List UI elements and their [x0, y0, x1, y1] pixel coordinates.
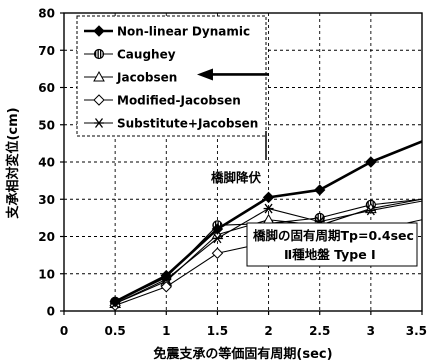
x-tick-label: 0: [60, 324, 68, 338]
legend-label: Caughey: [117, 48, 176, 62]
data-point: [365, 156, 377, 168]
x-tick-label: 0.5: [105, 324, 126, 338]
data-point: [262, 191, 275, 204]
x-tick-label: 2: [264, 324, 272, 338]
x-tick-label: 3: [367, 324, 375, 338]
info-box: 橋脚の固有周期Tp=0.4sec Ⅱ種地盤 Type Ⅰ: [246, 222, 418, 267]
y-tick-label: 80: [38, 7, 55, 21]
legend-marker: [93, 94, 105, 106]
legend-marker: [94, 118, 104, 128]
legend-entry: Modified-Jacobsen: [84, 94, 241, 108]
data-point: [365, 205, 376, 216]
y-tick-label: 10: [38, 267, 55, 281]
data-point: [211, 247, 224, 259]
legend-entry: Substitute+Jacobsen: [84, 117, 258, 131]
legend-marker: [93, 25, 105, 37]
y-tick-label: 60: [38, 81, 55, 95]
y-tick-label: 0: [47, 305, 55, 319]
legend-box: [76, 15, 267, 137]
data-point: [211, 223, 224, 235]
legend-label: Jacobsen: [116, 71, 177, 85]
x-tick-label: 2.5: [309, 324, 330, 338]
legend-label: Non-linear Dynamic: [117, 25, 250, 39]
legend-label: Modified-Jacobsen: [117, 94, 241, 108]
legend-entry: Jacobsen: [84, 71, 177, 85]
info-line-2: Ⅱ種地盤 Type Ⅰ: [284, 247, 376, 262]
y-tick-label: 40: [38, 156, 55, 170]
x-tick-label: 1: [162, 324, 170, 338]
y-tick-label: 70: [38, 44, 55, 58]
y-axis-label: 支承相対変位(cm): [5, 107, 21, 219]
y-tick-label: 20: [38, 230, 55, 244]
legend-marker: [93, 70, 105, 82]
x-tick-label: 1.5: [207, 324, 228, 338]
legend-entry: Caughey: [84, 48, 176, 62]
x-axis-label: 免震支承の等価固有周期(sec): [153, 346, 332, 362]
series-1: [109, 140, 422, 308]
info-box-frame: [246, 222, 418, 267]
data-point: [212, 233, 223, 244]
y-ticks: 0 10 20 30 40 50 60 70 80: [38, 7, 64, 319]
data-point: [262, 213, 275, 225]
yield-annotation: 橋脚降伏: [196, 68, 269, 185]
legend: Non-linear Dynamic Caughey Jacobsen Modifie…: [76, 15, 267, 137]
data-point: [263, 203, 274, 214]
y-tick-label: 50: [38, 118, 55, 132]
data-point: [160, 281, 172, 293]
x-ticks: 0 0.5 1 1.5 2 2.5 3 3.5: [60, 311, 427, 338]
data-point: [160, 269, 172, 282]
legend-label: Substitute+Jacobsen: [117, 117, 258, 131]
legend-entry: Non-linear Dynamic: [84, 25, 250, 39]
yield-arrow-head: [196, 68, 213, 81]
y-tick-label: 30: [38, 193, 55, 207]
data-point: [109, 295, 121, 308]
info-line-1: 橋脚の固有周期Tp=0.4sec: [253, 228, 414, 243]
data-point: [314, 184, 326, 196]
yield-label: 橋脚降伏: [211, 170, 262, 185]
x-tick-label: 3.5: [406, 324, 427, 338]
legend-marker: [93, 48, 105, 60]
